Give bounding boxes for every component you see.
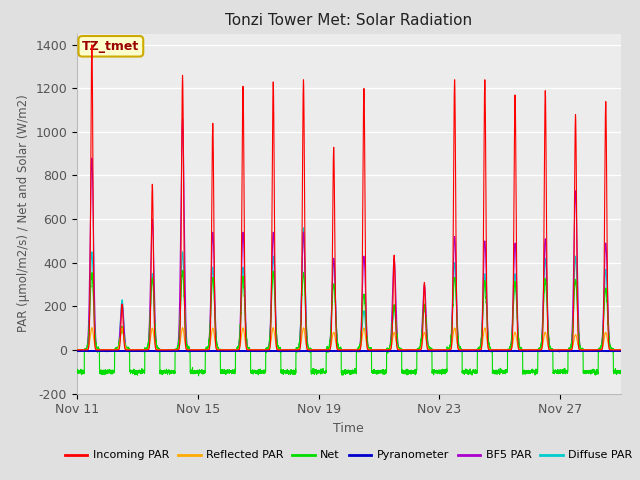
Legend: Incoming PAR, Reflected PAR, Net, Pyranometer, BF5 PAR, Diffuse PAR: Incoming PAR, Reflected PAR, Net, Pyrano… [61, 446, 637, 465]
Text: TZ_tmet: TZ_tmet [82, 40, 140, 53]
X-axis label: Time: Time [333, 422, 364, 435]
Title: Tonzi Tower Met: Solar Radiation: Tonzi Tower Met: Solar Radiation [225, 13, 472, 28]
Y-axis label: PAR (μmol/m2/s) / Net and Solar (W/m2): PAR (μmol/m2/s) / Net and Solar (W/m2) [17, 95, 29, 333]
